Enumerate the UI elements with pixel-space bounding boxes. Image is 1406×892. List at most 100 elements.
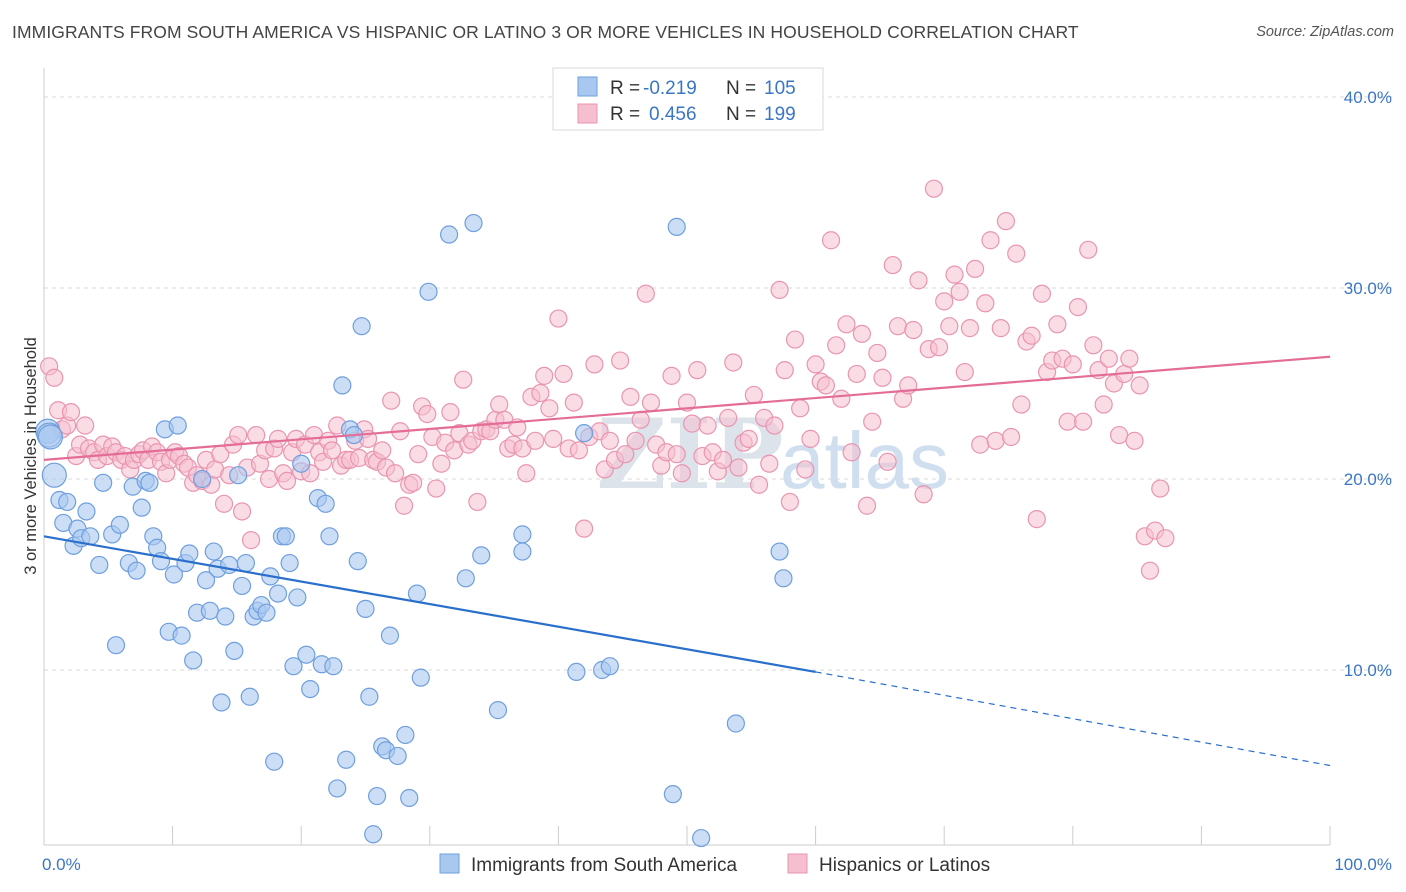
immigrants-point — [297, 645, 316, 664]
hispanics-point — [914, 485, 933, 504]
hispanics-point — [796, 460, 815, 479]
immigrants-point — [464, 213, 483, 233]
immigrants-point — [774, 569, 793, 588]
immigrants-point — [90, 555, 109, 575]
immigrants-point — [292, 454, 311, 473]
hispanics-point — [765, 416, 784, 435]
immigrants-point — [41, 462, 67, 488]
hispanics-point — [991, 319, 1010, 338]
hispanics-point — [971, 435, 990, 454]
hispanics-point — [1094, 395, 1113, 414]
immigrants-point — [407, 584, 427, 603]
hispanics-point — [950, 282, 969, 301]
immigrants-point — [456, 569, 475, 588]
hispanics-point — [1099, 349, 1118, 368]
hispanics-point — [775, 361, 794, 380]
hispanics-point — [888, 317, 908, 336]
immigrants-point — [276, 527, 295, 546]
correlation-legend: R = -0.219 N = 105 R = 0.456 N = 199 — [552, 67, 824, 131]
hispanics-point — [564, 393, 583, 412]
immigrants-point — [301, 679, 320, 699]
immigrants-point — [168, 416, 187, 435]
immigrants-point — [268, 584, 288, 603]
hispanics-point — [816, 376, 835, 395]
hispanics-point — [616, 445, 635, 464]
immigrants-point — [513, 525, 532, 544]
hispanics-point — [729, 458, 748, 477]
legend-r-value-blue: -0.219 — [643, 78, 697, 99]
hispanics-point — [857, 496, 877, 515]
hispanics-point — [268, 429, 288, 448]
immigrants-point — [439, 225, 459, 244]
hispanics-point — [641, 393, 661, 412]
hispanics-point — [827, 336, 846, 355]
hispanics-point — [45, 368, 64, 387]
immigrants-point — [216, 607, 235, 626]
hispanics-point — [863, 412, 882, 431]
immigrants-point — [600, 657, 619, 676]
immigrants-point — [575, 424, 594, 443]
hispanics-point — [454, 370, 473, 389]
immigrants-trendline — [43, 535, 816, 673]
legend-r-label-pink: R = — [610, 104, 640, 125]
hispanics-point — [232, 502, 252, 521]
hispanics-point — [873, 368, 892, 387]
y-axis-title: 3 or more Vehicles in Household — [22, 337, 40, 575]
legend-n-label-blue: N = — [726, 78, 756, 99]
hispanics-point — [1156, 529, 1175, 548]
immigrants-point — [396, 725, 415, 745]
hispanics-point — [1027, 510, 1046, 529]
legend-swatch-pink — [577, 103, 598, 124]
immigrants-point — [180, 544, 199, 563]
hispanics-point — [621, 387, 640, 406]
legend-n-value-blue: 105 — [764, 78, 796, 99]
immigrants-point — [288, 588, 307, 607]
hispanics-point — [878, 452, 897, 471]
immigrants-point — [324, 657, 343, 676]
immigrants-point — [692, 828, 711, 848]
immigrants-point — [352, 317, 371, 336]
hispanics-point — [713, 450, 733, 469]
hispanics-point — [662, 366, 681, 385]
hispanics-point — [688, 361, 707, 380]
legend-n-label-pink: N = — [726, 104, 756, 125]
immigrants-point — [328, 779, 347, 798]
immigrants-point — [364, 825, 383, 844]
immigrants-point — [400, 788, 419, 808]
immigrants-point — [380, 626, 400, 645]
hispanics-points — [40, 179, 1175, 580]
immigrants-point — [106, 636, 126, 655]
hispanics-point — [1048, 315, 1067, 334]
hispanics-point — [403, 473, 423, 492]
hispanics-point — [801, 429, 820, 448]
immigrants-point — [184, 651, 203, 670]
hispanics-point — [986, 431, 1005, 450]
hispanics-point — [535, 366, 554, 385]
immigrants-point — [388, 746, 407, 766]
hispanics-point — [806, 355, 825, 374]
immigrants-point — [127, 561, 146, 580]
immigrants-point — [212, 693, 231, 712]
hispanics-point — [739, 429, 758, 448]
legend-r-value-pink: 0.456 — [649, 104, 697, 125]
hispanics-point — [698, 416, 717, 435]
hispanics-point — [490, 395, 509, 414]
hispanics-point — [432, 454, 451, 473]
immigrants-point — [77, 502, 96, 521]
hispanics-point — [960, 319, 980, 338]
hispanics-point — [677, 393, 697, 412]
hispanics-point — [394, 496, 414, 515]
immigrants-point — [140, 473, 159, 492]
legend-box — [552, 67, 824, 131]
hispanics-point — [611, 351, 630, 370]
hispanics-point — [868, 343, 887, 363]
immigrants-point — [367, 786, 387, 806]
immigrants-point — [316, 494, 335, 513]
hispanics-point — [667, 445, 686, 464]
immigrants-point — [337, 750, 356, 769]
hispanics-point — [544, 429, 563, 448]
chart-title: IMMIGRANTS FROM SOUTH AMERICA VS HISPANI… — [12, 22, 1079, 42]
immigrants-point — [667, 217, 686, 236]
hispanics-point — [418, 404, 437, 424]
hispanics-point — [1125, 431, 1144, 450]
